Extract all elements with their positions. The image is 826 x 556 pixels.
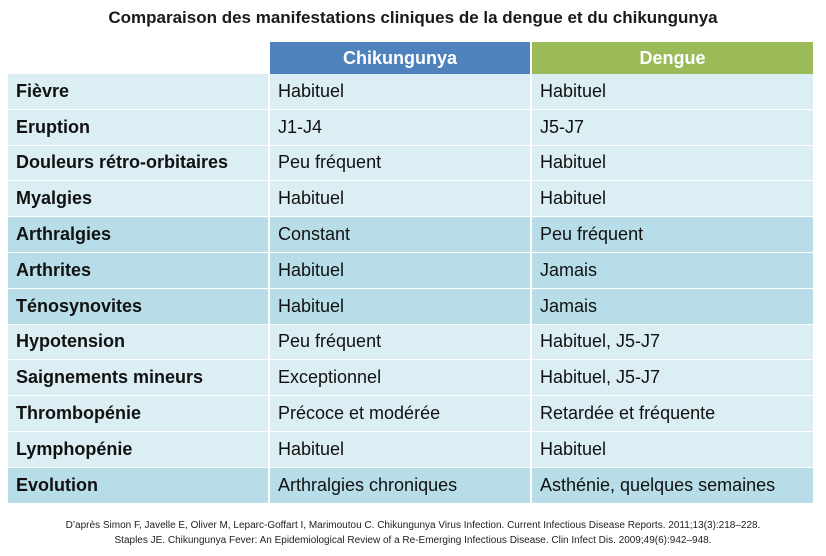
- dengue-cell: Asthénie, quelques semaines: [532, 467, 813, 503]
- chikungunya-cell: Habituel: [270, 181, 532, 217]
- dengue-cell: Habituel: [532, 74, 813, 109]
- dengue-cell: Peu fréquent: [532, 217, 813, 252]
- table-row: Fièvre Habituel Habituel: [8, 74, 813, 110]
- row-label: Myalgies: [8, 181, 270, 217]
- dengue-cell: Habituel: [532, 145, 813, 181]
- chikungunya-cell: Peu fréquent: [270, 324, 532, 360]
- row-label: Arthralgies: [8, 217, 270, 252]
- chikungunya-cell: Peu fréquent: [270, 145, 532, 181]
- row-label: Ténosynovites: [8, 288, 270, 324]
- header-dengue: Dengue: [532, 42, 813, 74]
- chikungunya-cell: Précoce et modérée: [270, 396, 532, 431]
- dengue-cell: Habituel, J5-J7: [532, 324, 813, 360]
- dengue-cell: Habituel: [532, 181, 813, 217]
- table-row: Evolution Arthralgies chroniques Asthéni…: [8, 467, 813, 504]
- row-label: Saignements mineurs: [8, 360, 270, 396]
- row-label: Douleurs rétro-orbitaires: [8, 145, 270, 181]
- table-row: Lymphopénie Habituel Habituel: [8, 431, 813, 468]
- dengue-cell: Retardée et fréquente: [532, 396, 813, 431]
- chikungunya-cell: J1-J4: [270, 109, 532, 145]
- dengue-cell: Jamais: [532, 288, 813, 324]
- chikungunya-cell: Habituel: [270, 252, 532, 288]
- reference-line: Staples JE. Chikungunya Fever: An Epidem…: [114, 535, 712, 546]
- references: D’après Simon F, Javelle E, Oliver M, Le…: [0, 518, 826, 548]
- header-chikungunya: Chikungunya: [270, 42, 532, 74]
- chikungunya-cell: Exceptionnel: [270, 360, 532, 396]
- table-row: Arthralgies Constant Peu fréquent: [8, 217, 813, 253]
- chikungunya-cell: Constant: [270, 217, 532, 252]
- table-row: Saignements mineurs Exceptionnel Habitue…: [8, 360, 813, 397]
- dengue-cell: Habituel: [532, 431, 813, 467]
- comparison-table: Chikungunya Dengue Fièvre Habituel Habit…: [8, 42, 813, 504]
- dengue-cell: Habituel, J5-J7: [532, 360, 813, 396]
- page-title: Comparaison des manifestations cliniques…: [108, 8, 718, 27]
- row-label: Hypotension: [8, 324, 270, 360]
- table-row: Thrombopénie Précoce et modérée Retardée…: [8, 396, 813, 432]
- table-row: Hypotension Peu fréquent Habituel, J5-J7: [8, 324, 813, 361]
- row-label: Fièvre: [8, 74, 270, 109]
- row-label: Eruption: [8, 109, 270, 145]
- chikungunya-cell: Habituel: [270, 74, 532, 109]
- table-row: Ténosynovites Habituel Jamais: [8, 288, 813, 325]
- row-label: Arthrites: [8, 252, 270, 288]
- table-row: Douleurs rétro-orbitaires Peu fréquent H…: [8, 145, 813, 182]
- chikungunya-cell: Habituel: [270, 431, 532, 467]
- chikungunya-cell: Habituel: [270, 288, 532, 324]
- dengue-cell: J5-J7: [532, 109, 813, 145]
- table-row: Eruption J1-J4 J5-J7: [8, 109, 813, 146]
- row-label: Lymphopénie: [8, 431, 270, 467]
- table-row: Arthrites Habituel Jamais: [8, 252, 813, 289]
- chikungunya-cell: Arthralgies chroniques: [270, 467, 532, 503]
- table-row: Myalgies Habituel Habituel: [8, 181, 813, 218]
- reference-line: D’après Simon F, Javelle E, Oliver M, Le…: [65, 520, 761, 531]
- dengue-cell: Jamais: [532, 252, 813, 288]
- table-header: Chikungunya Dengue: [8, 42, 813, 74]
- header-empty-cell: [8, 42, 270, 74]
- row-label: Evolution: [8, 467, 270, 503]
- row-label: Thrombopénie: [8, 396, 270, 431]
